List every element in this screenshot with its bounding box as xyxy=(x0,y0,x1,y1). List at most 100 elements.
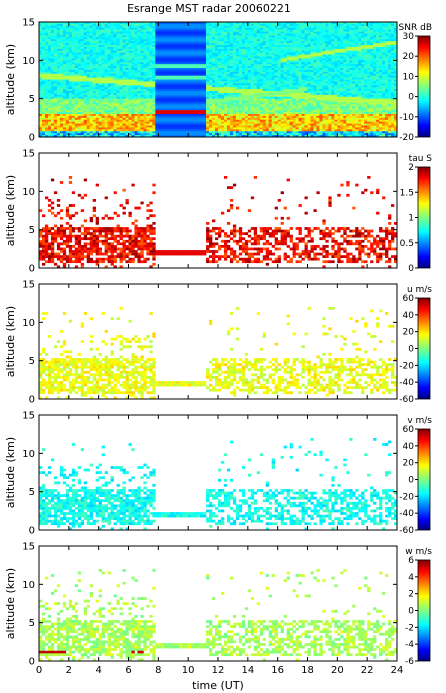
snr-cell xyxy=(262,106,267,109)
snr-cell xyxy=(280,121,285,124)
snr-cell xyxy=(247,129,252,132)
snr-cell xyxy=(149,27,153,31)
snr-cell xyxy=(161,31,165,34)
snr-cell xyxy=(253,68,258,71)
snr-cell xyxy=(62,83,67,86)
snr-cell xyxy=(182,98,186,101)
snr-cell xyxy=(161,121,165,124)
snr-cell xyxy=(149,60,153,63)
snr-cell xyxy=(77,114,82,117)
snr-cell xyxy=(50,96,55,100)
snr-cell xyxy=(283,106,288,109)
snr-cell xyxy=(209,71,213,75)
snr-cell xyxy=(131,121,135,124)
snr-cell xyxy=(146,35,150,38)
snr-cell xyxy=(119,46,123,50)
snr-cell xyxy=(220,77,225,80)
snr-cell xyxy=(41,79,46,82)
snr-cell xyxy=(283,39,288,42)
snr-cell xyxy=(83,46,88,50)
snr-cell xyxy=(209,33,213,36)
snr-cell xyxy=(203,71,207,75)
snr-cell xyxy=(146,102,150,105)
snr-cell xyxy=(113,64,117,67)
snr-cell xyxy=(50,125,55,128)
snr-cell xyxy=(92,62,97,65)
snr-cell xyxy=(134,37,138,40)
snr-cell xyxy=(74,56,79,59)
snr-cell xyxy=(83,114,88,117)
snr-cell xyxy=(232,77,237,80)
snr-cell xyxy=(250,81,255,84)
snr-cell xyxy=(116,69,120,73)
snr-cell xyxy=(259,46,264,50)
snr-cell xyxy=(39,25,43,29)
snr-cell xyxy=(122,22,126,25)
snr-cell xyxy=(203,77,207,80)
snr-cell xyxy=(44,41,49,44)
snr-cell xyxy=(74,115,79,119)
snr-cell xyxy=(122,119,126,123)
snr-cell xyxy=(235,108,240,111)
snr-cell xyxy=(41,98,46,101)
snr-cell xyxy=(62,92,67,96)
snr-cell xyxy=(122,92,126,96)
snr-cell xyxy=(158,33,162,36)
snr-cell xyxy=(68,56,73,59)
snr-cell xyxy=(119,129,123,132)
snr-cell xyxy=(256,121,261,124)
snr-cell xyxy=(59,102,64,105)
snr-cell xyxy=(247,64,252,67)
snr-cell xyxy=(277,127,282,130)
snr-cell xyxy=(140,56,144,59)
snr-cell xyxy=(119,22,123,25)
snr-cell xyxy=(262,22,267,25)
snr-cell xyxy=(176,104,180,107)
snr-cell xyxy=(256,87,261,90)
snr-cell xyxy=(53,119,58,123)
snr-cell xyxy=(229,56,234,59)
snr-cell xyxy=(170,115,174,119)
snr-cell xyxy=(223,127,228,130)
snr-cell xyxy=(80,33,85,36)
snr-cell xyxy=(209,135,213,138)
snr-cell xyxy=(128,104,132,107)
snr-cell xyxy=(83,60,88,63)
snr-cell xyxy=(277,58,282,61)
snr-cell xyxy=(101,104,106,107)
snr-cell xyxy=(223,45,228,48)
snr-cell xyxy=(101,46,106,50)
snr-cell xyxy=(125,81,129,84)
snr-cell xyxy=(125,77,129,80)
snr-cell xyxy=(68,81,73,84)
snr-cell xyxy=(89,87,94,90)
snr-cell xyxy=(83,112,88,115)
snr-cell xyxy=(164,92,168,96)
snr-cell xyxy=(226,92,231,96)
snr-cell xyxy=(212,35,216,38)
snr-cell xyxy=(47,121,52,124)
snr-cell xyxy=(229,83,234,86)
snr-cell xyxy=(77,91,82,94)
snr-cell xyxy=(59,35,64,38)
snr-cell xyxy=(92,37,97,40)
snr-cell xyxy=(137,29,141,32)
snr-cell xyxy=(125,91,129,94)
snr-cell xyxy=(104,106,109,109)
snr-cell xyxy=(134,81,138,84)
snr-cell xyxy=(262,25,267,29)
snr-cell xyxy=(110,73,114,77)
snr-cell xyxy=(146,48,150,52)
snr-cell xyxy=(226,60,231,63)
snr-cell xyxy=(191,37,195,40)
snr-cell xyxy=(98,85,103,88)
snr-cell xyxy=(86,68,91,71)
snr-cell xyxy=(277,131,282,134)
snr-cell xyxy=(268,77,273,80)
snr-cell xyxy=(212,22,216,25)
snr-cell xyxy=(119,33,123,36)
snr-cell xyxy=(268,64,273,67)
snr-cell xyxy=(259,27,264,31)
snr-cell xyxy=(185,68,189,71)
snr-cell xyxy=(59,31,64,34)
